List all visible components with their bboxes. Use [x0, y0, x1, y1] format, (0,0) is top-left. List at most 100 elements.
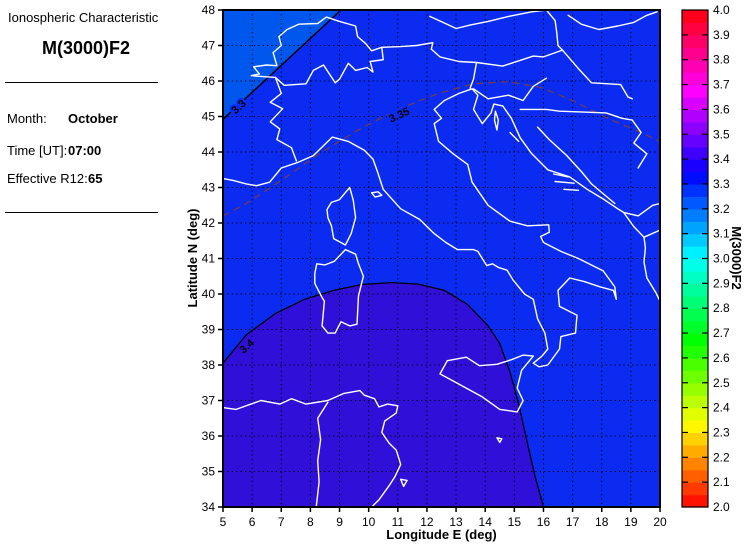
colorbar-band: [682, 444, 708, 458]
contour-line-3.35: [223, 81, 660, 217]
colorbar-band: [682, 345, 708, 359]
y-tick-label: 42: [202, 216, 216, 230]
coastline-slovenia-croatia-border: [472, 77, 548, 102]
colorbar-band: [682, 357, 708, 371]
colorbar-tick-label: 3.8: [713, 53, 730, 67]
y-tick-label: 35: [202, 465, 216, 479]
y-tick-label: 39: [202, 323, 216, 337]
colorbar-tick-label: 2.9: [713, 276, 730, 290]
coastline-bosnia-dalmatia-border: [536, 126, 616, 205]
x-tick-label: 7: [278, 515, 285, 529]
colorbar-tick-label: 3.4: [713, 152, 730, 166]
x-tick-label: 11: [392, 515, 405, 529]
coastline-algeria-tunisia-border: [315, 401, 329, 507]
colorbar-band: [682, 283, 708, 297]
contour-line-3.3: [223, 10, 342, 120]
colorbar-tick-label: 2.2: [713, 450, 730, 464]
colorbar-tick-label: 3.5: [713, 127, 730, 141]
x-tick-label: 12: [420, 515, 434, 529]
x-tick-label: 16: [537, 515, 551, 529]
colorbar-band: [682, 333, 708, 347]
x-tick-label: 10: [362, 515, 376, 529]
colorbar-tick-label: 3.0: [713, 252, 730, 266]
y-tick-label: 37: [202, 394, 216, 408]
colorbar-band: [682, 370, 708, 384]
colorbar-band: [682, 258, 708, 272]
coastline-switzerland-border: [250, 16, 384, 86]
coastline-island-korcula: [563, 188, 580, 191]
colorbar-tick-label: 3.9: [713, 28, 730, 42]
colorbar-band: [682, 159, 708, 173]
y-tick-label: 36: [202, 429, 216, 443]
colorbar-tick-label: 3.7: [713, 78, 730, 92]
colorbar-band: [682, 84, 708, 98]
colorbar-band: [682, 34, 708, 48]
y-tick-label: 45: [202, 110, 216, 124]
colorbar-band: [682, 233, 708, 247]
colorbar-tick-label: 2.0: [713, 500, 730, 514]
colorbar-band: [682, 308, 708, 322]
contour-line-3.4: [223, 281, 545, 507]
map-layers: 3.3 3.353.4: [223, 10, 660, 507]
coastline-kerkennah-islands: [400, 478, 408, 488]
y-tick-label: 34: [202, 500, 216, 514]
colorbar-band: [682, 183, 708, 197]
x-tick-label: 15: [508, 515, 522, 529]
x-tick-label: 18: [595, 515, 609, 529]
month-label: Month:: [7, 111, 47, 126]
y-tick-label: 44: [202, 145, 216, 159]
colorbar-tick-label: 2.1: [713, 475, 730, 489]
colorbar-band: [682, 196, 708, 210]
x-tick-label: 6: [249, 515, 256, 529]
colorbar-tick-label: 2.7: [713, 326, 730, 340]
coastline-sicily: [439, 354, 534, 413]
colorbar-band: [682, 221, 708, 235]
coastline-north-africa-coast: [223, 389, 402, 507]
colorbar-band: [682, 469, 708, 483]
colorbar-band: [682, 96, 708, 110]
coastline-croatia-bosnia-serbia-border: [519, 108, 648, 169]
x-tick-label: 14: [479, 515, 493, 529]
x-tick-label: 5: [220, 515, 227, 529]
y-tick-label: 47: [202, 39, 216, 53]
coastline-island-brac: [553, 173, 569, 178]
coastline-hungary-top-border: [567, 11, 658, 31]
colorbar-tick-label: 2.5: [713, 376, 730, 390]
colorbar-tick-label: 3.2: [713, 202, 730, 216]
coastline-austria-hungary-border: [545, 10, 564, 51]
coastline-austria-north-border: [429, 10, 548, 30]
coastline-corsica: [326, 186, 357, 246]
colorbar-tick-label: 3.6: [713, 102, 730, 116]
colorbar-band: [682, 121, 708, 135]
r12-value: 65: [88, 171, 103, 186]
r12-label: Effective R12:: [7, 171, 88, 186]
colorbar-tick-label: 2.4: [713, 401, 730, 415]
x-tick-label: 17: [566, 515, 580, 529]
coastline-italy-austria-slovenia-border: [381, 42, 478, 89]
colorbar-band: [682, 109, 708, 123]
coastline-montenegro-albania-border: [622, 202, 660, 217]
colorbar-band: [682, 457, 708, 471]
colorbar-band: [682, 72, 708, 86]
divider-top: [5, 82, 158, 83]
coastline-island-hvar: [554, 180, 575, 184]
colorbar-band: [682, 134, 708, 148]
y-tick-label: 38: [202, 358, 216, 372]
coastline-island-cres: [493, 110, 499, 131]
x-tick-label: 8: [307, 515, 314, 529]
colorbar-band: [682, 22, 708, 36]
coastline-albania-east-border: [643, 229, 660, 238]
month-value: October: [68, 111, 118, 126]
colorbar-band: [682, 407, 708, 421]
colorbar-band: [682, 395, 708, 409]
colorbar-tick-label: 4.0: [713, 3, 730, 17]
colorbar-band: [682, 10, 708, 24]
y-tick-label: 41: [202, 252, 216, 266]
colorbar-band: [682, 494, 708, 508]
colorbar-band: [682, 208, 708, 222]
colorbar-band: [682, 246, 708, 260]
colorbar-tick-label: 3.1: [713, 227, 730, 241]
colorbar-band: [682, 146, 708, 160]
